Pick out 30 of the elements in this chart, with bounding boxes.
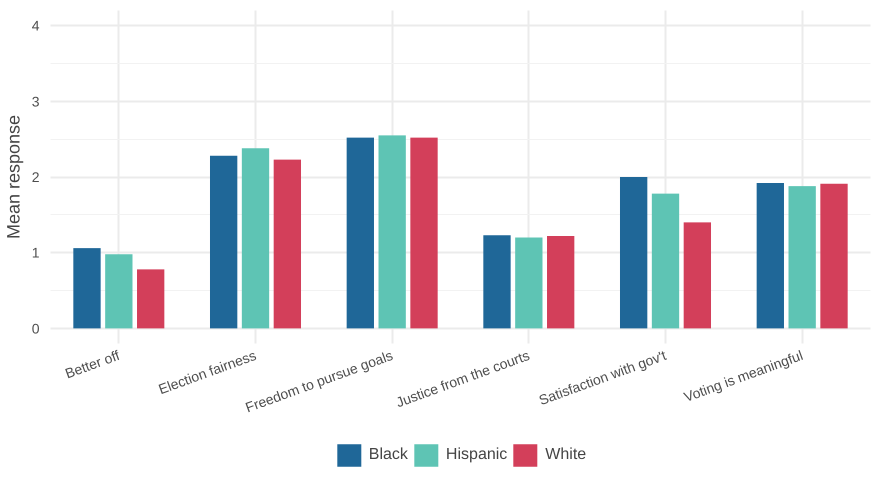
bar <box>788 186 816 328</box>
bar <box>242 148 270 328</box>
bar <box>73 248 101 328</box>
bar <box>210 156 238 328</box>
bar <box>652 194 680 328</box>
bar <box>137 269 164 328</box>
bar <box>515 238 542 328</box>
bar <box>274 160 302 328</box>
y-axis-title: Mean response <box>4 114 24 240</box>
legend-label: Hispanic <box>446 446 508 464</box>
bar <box>620 177 648 328</box>
x-tick-label: Election fairness <box>156 346 258 398</box>
x-tick-label: Better off <box>62 346 122 382</box>
y-tick-label: 3 <box>32 93 40 110</box>
y-tick-label: 2 <box>32 169 40 185</box>
bar <box>820 184 848 328</box>
bar <box>105 254 132 328</box>
legend-label: White <box>545 446 586 464</box>
bar <box>410 138 438 328</box>
bar <box>756 183 784 328</box>
bar <box>684 222 712 328</box>
bar <box>346 138 374 328</box>
y-tick-label: 0 <box>32 320 40 336</box>
y-tick-label: 4 <box>32 18 40 34</box>
bar <box>547 236 574 328</box>
bar <box>378 135 406 328</box>
x-tick-label: Justice from the courts <box>394 346 532 410</box>
bar <box>483 235 511 328</box>
legend-label: Black <box>368 446 408 464</box>
y-tick-label: 1 <box>32 244 40 261</box>
